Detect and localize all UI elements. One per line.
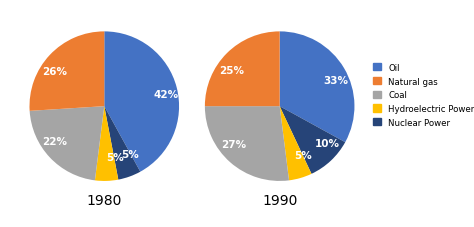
Wedge shape — [205, 107, 289, 181]
Text: 22%: 22% — [42, 136, 67, 146]
Wedge shape — [280, 107, 345, 174]
Text: 10%: 10% — [314, 139, 339, 149]
Text: 42%: 42% — [154, 89, 179, 99]
Wedge shape — [205, 32, 280, 107]
Wedge shape — [104, 107, 140, 180]
Wedge shape — [280, 32, 355, 143]
Wedge shape — [280, 107, 311, 180]
Wedge shape — [95, 107, 118, 181]
Legend: Oil, Natural gas, Coal, Hydroelectric Power, Nuclear Power: Oil, Natural gas, Coal, Hydroelectric Po… — [373, 64, 474, 127]
Wedge shape — [30, 107, 104, 180]
Text: 25%: 25% — [219, 66, 244, 76]
Text: 5%: 5% — [106, 152, 124, 162]
Text: 27%: 27% — [221, 140, 246, 150]
Text: 33%: 33% — [323, 76, 348, 86]
Wedge shape — [29, 32, 104, 111]
Wedge shape — [104, 32, 179, 172]
Text: 1980: 1980 — [87, 193, 122, 207]
Text: 26%: 26% — [42, 67, 67, 77]
Text: 5%: 5% — [294, 150, 311, 160]
Text: 1990: 1990 — [262, 193, 297, 207]
Text: 5%: 5% — [121, 149, 139, 159]
